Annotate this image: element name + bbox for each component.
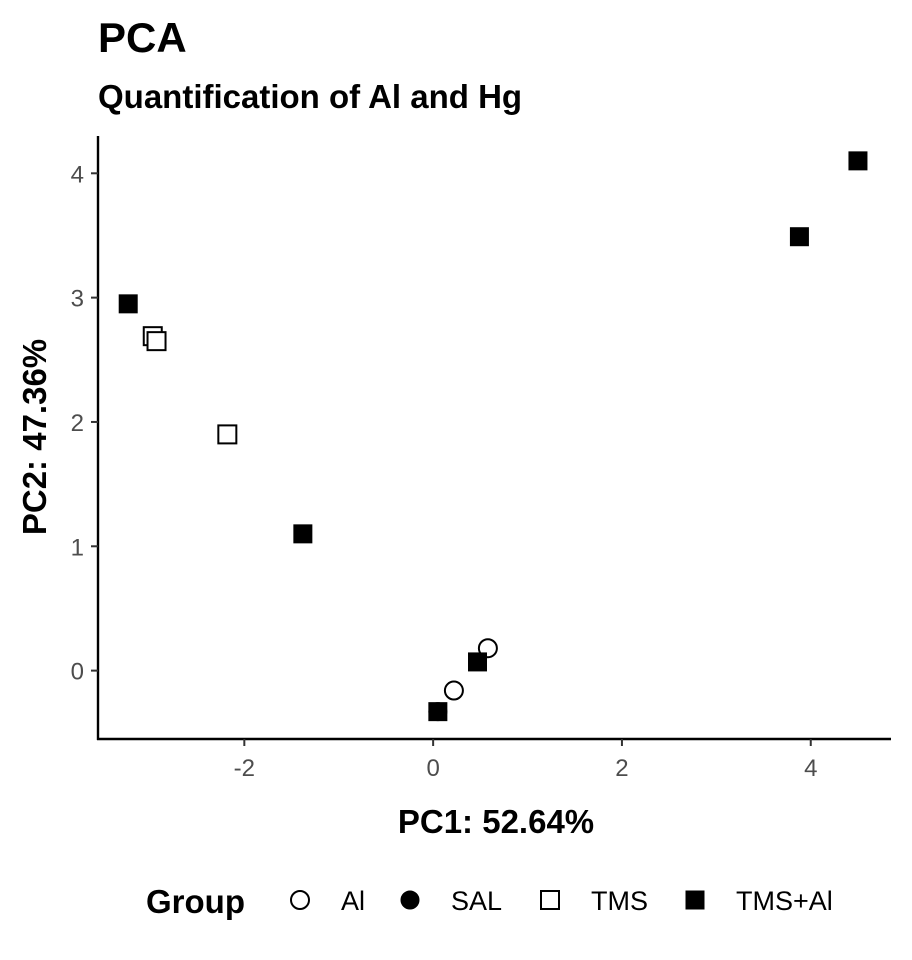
legend-key-tms — [540, 890, 560, 910]
legend-key-sal — [400, 890, 420, 910]
point-tms-al — [848, 151, 868, 171]
legend-label-sal: SAL — [451, 886, 502, 916]
y-tick-label: 3 — [71, 286, 84, 313]
legend-label-tms-al: TMS+Al — [736, 886, 833, 916]
point-tms-al — [118, 294, 138, 314]
point-tms-al — [468, 652, 488, 672]
point-tms — [217, 424, 238, 445]
point-tms-al — [789, 227, 809, 247]
y-tick-label: 0 — [71, 659, 84, 686]
y-tick-label: 4 — [71, 161, 84, 188]
chart-title: PCA — [98, 14, 187, 61]
plot-area: -2 0 2 4 0 1 2 3 4 — [71, 136, 891, 782]
chart-subtitle: Quantification of Al and Hg — [98, 78, 522, 115]
legend: Group Al SAL TMS TMS+Al — [146, 883, 833, 920]
point-tms-al — [428, 702, 448, 722]
y-tick-label: 1 — [71, 534, 84, 561]
point-al — [443, 680, 464, 701]
y-tick-label: 2 — [71, 410, 84, 437]
legend-label-tms: TMS — [591, 886, 648, 916]
point-tms-al — [293, 524, 313, 544]
legend-label-al: Al — [341, 886, 365, 916]
x-tick-label: 0 — [426, 755, 439, 782]
y-axis-title: PC2: 47.36% — [16, 339, 53, 535]
x-axis-title: PC1: 52.64% — [398, 803, 594, 840]
point-tms — [146, 331, 167, 352]
x-tick-label: 2 — [615, 755, 628, 782]
legend-key-al — [290, 890, 310, 910]
legend-title: Group — [146, 883, 245, 920]
x-tick-label: -2 — [234, 755, 255, 782]
legend-key-tms-al — [685, 890, 705, 910]
x-tick-label: 4 — [804, 755, 817, 782]
